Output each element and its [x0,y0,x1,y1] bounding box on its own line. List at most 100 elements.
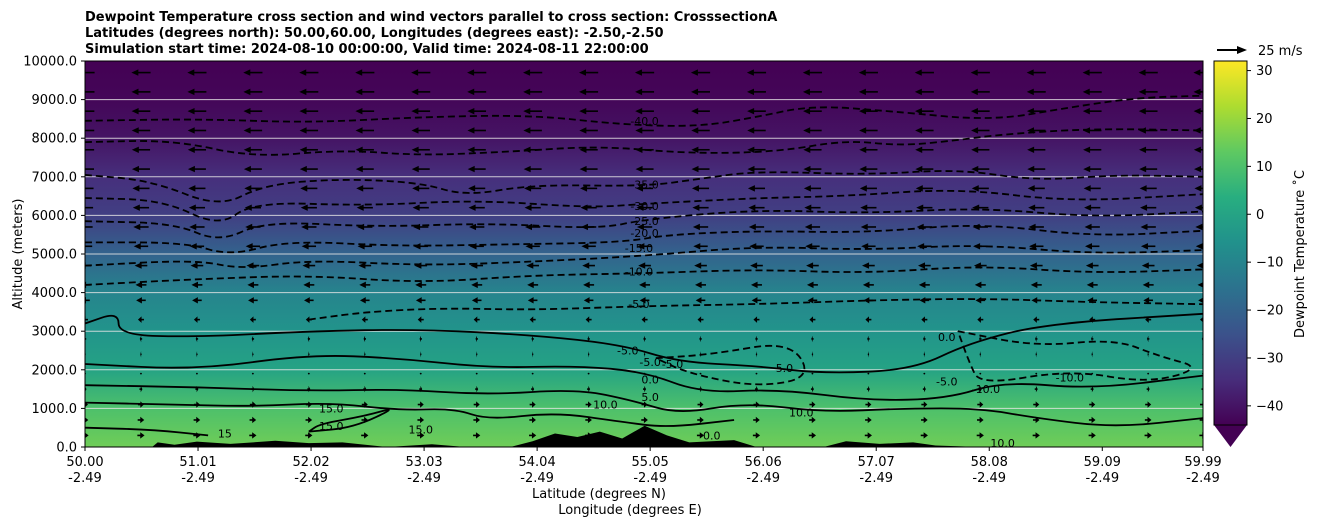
wind-vector-head [580,185,588,192]
wind-vector [361,316,368,323]
wind-vector [580,223,597,231]
wind-vector [643,351,646,358]
wind-vector-head [747,127,755,134]
contour-line [85,208,1203,239]
colorbar-tick-label: −40 [1256,399,1283,414]
wind-vector [249,416,257,424]
wind-vector [189,243,205,250]
wind-vector-head [748,204,756,211]
wind-vector [643,385,647,393]
wind-vector [137,432,145,439]
wind-vector [579,165,598,173]
wind-vector [753,416,760,424]
wind-vector-head [811,351,813,358]
wind-vector [810,385,814,393]
wind-vector [806,281,818,289]
wind-vector [1142,281,1154,289]
plot-area: -40.0-35.0-30.0-25.0-20.0-15.0-10.0-5.0-… [75,60,1204,448]
wind-vector [976,416,984,424]
wind-vector-head [979,335,981,343]
wind-vector [859,127,878,134]
wind-vector [635,88,655,96]
wind-vector-head [804,204,812,211]
wind-vector-head [1143,297,1150,304]
wind-vector-head [187,69,195,76]
wind-vector [581,243,596,250]
wind-vector [748,204,765,211]
colorbar-tick-label: 30 [1256,64,1273,79]
wind-vector-head [867,416,872,424]
wind-vector-head [85,401,88,408]
wind-vector [923,351,926,358]
wind-vector [301,243,317,250]
wind-vector-head [1035,385,1038,393]
wind-vector-head [635,107,643,115]
wind-vector-head [588,401,592,408]
wind-vector-head [531,351,533,358]
wind-vector [859,146,878,153]
wind-vector-head [691,165,699,173]
wind-vector-head [1091,401,1096,408]
wind-vector [1029,262,1043,269]
wind-vector [467,107,487,115]
wind-vector-head [411,88,419,96]
wind-vector [691,107,710,115]
wind-vector-head [246,262,254,269]
wind-vector [187,88,207,96]
wind-vector-head [140,385,143,393]
wind-vector-head [301,243,309,250]
wind-vector [244,185,262,192]
wind-vector [1026,107,1046,115]
wind-vector-head [1138,107,1146,115]
wind-vector [358,262,372,269]
wind-vector [920,432,928,439]
wind-vector [921,401,928,408]
wind-vector-head [917,262,925,269]
wind-vector-head [132,185,140,192]
contour-label: 5.0 [641,391,659,404]
wind-vector-head [1147,351,1149,358]
wind-vector [193,316,200,323]
contour-labels: -40.0-35.0-30.0-25.0-20.0-15.0-10.0-5.0-… [218,115,1084,447]
wind-vector [751,297,762,304]
wind-vector-head [750,262,758,269]
wind-vector-head [746,69,754,76]
wind-vector [635,127,654,134]
wind-vector-head [131,69,139,76]
wind-vector [862,281,874,289]
wind-vector [475,372,478,375]
wind-vector-head [75,69,82,75]
wind-vector [862,262,875,269]
wind-vector-head [923,416,928,424]
wind-vector-head [364,401,368,408]
wind-vector [307,385,311,393]
wind-vector [139,335,143,343]
wind-vector [583,297,594,304]
wind-vector [473,401,480,408]
wind-vector [1082,88,1102,96]
wind-vector [802,69,823,76]
wind-vector-head [750,281,758,289]
wind-vector [85,226,93,228]
wind-vector [1140,223,1156,231]
wind-vector [1027,165,1046,173]
x-tick-label-longitude: -2.49 [407,471,441,486]
contour-label: -5.0 [662,358,683,371]
wind-vector-head [192,297,198,304]
wind-vector [977,401,984,408]
wind-vector [865,416,872,424]
colorbar-gradient [1214,61,1247,425]
wind-vector [699,385,703,393]
wind-vector-head [243,165,251,173]
wind-vector [858,88,878,96]
wind-vector-head [579,146,587,153]
wind-vector [243,127,263,134]
wind-vector-head [1085,262,1093,269]
contour-line [957,330,1192,382]
wind-vector [85,206,94,209]
wind-vector-head [131,107,139,115]
wind-vector [523,127,542,134]
wind-vector-head [583,297,590,304]
wind-vector [137,401,144,408]
wind-vector-head [1029,243,1037,250]
